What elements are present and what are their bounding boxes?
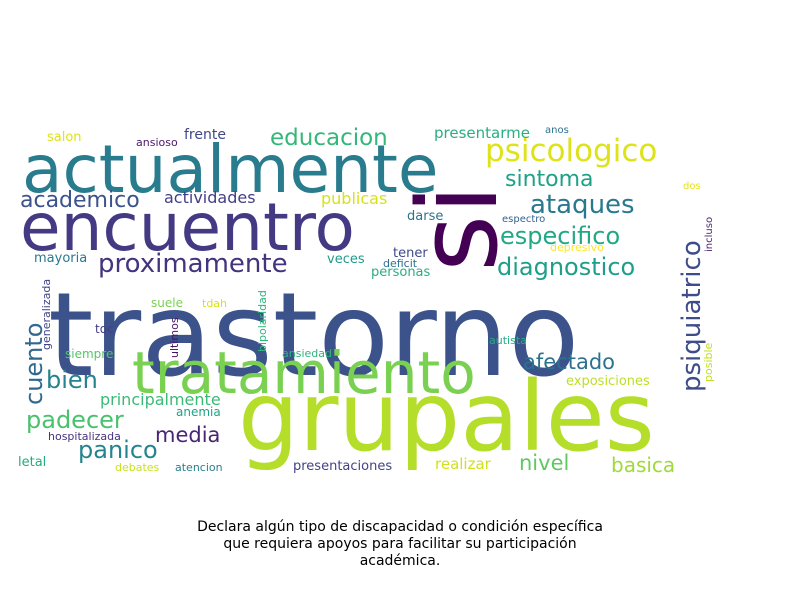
word-publicas: publicas: [321, 189, 387, 208]
word-autista: autista: [489, 334, 527, 347]
word-bipolaridad: bipolaridad: [256, 290, 269, 352]
caption-line-2: que requiera apoyos para facilitar su pa…: [223, 536, 577, 552]
word-padecer: padecer: [26, 406, 124, 434]
word-hospitalizada: hospitalizada: [48, 430, 121, 443]
word-especifico: especifico: [500, 222, 620, 250]
word-debates: debates: [115, 461, 160, 474]
word-ansioso: ansioso: [136, 136, 178, 149]
word-bien: bien: [46, 366, 98, 394]
word-psicologico: psicologico: [485, 133, 657, 169]
word-posible: posible: [702, 342, 715, 382]
caption-line-1: Declara algún tipo de discapacidad o con…: [197, 519, 603, 535]
word-veces: veces: [327, 252, 365, 267]
word-media: media: [155, 423, 220, 447]
word-sintoma: sintoma: [505, 167, 594, 192]
word-si: si: [394, 184, 522, 272]
word-dos: dos: [683, 181, 701, 192]
caption-line-3: académica.: [359, 553, 441, 569]
word-actualmente: actualmente: [22, 131, 438, 208]
word-personas: personas: [371, 265, 431, 280]
word-diagnostico: diagnostico: [497, 253, 635, 281]
word-tener: tener: [393, 246, 428, 261]
word-suele: suele: [151, 296, 183, 310]
word-encuentro: encuentro: [20, 189, 355, 266]
word-atencion: atencion: [175, 461, 223, 474]
word-presentarme: presentarme: [434, 124, 530, 142]
word-actividades: actividades: [164, 188, 256, 207]
word-realizar: realizar: [435, 455, 492, 473]
word-toc: toc: [95, 322, 114, 336]
figure-caption: Declara algún tipo de discapacidad o con…: [150, 519, 650, 570]
word-principalmente: principalmente: [100, 390, 221, 409]
word-espectro: espectro: [502, 214, 545, 225]
word-siempre: siempre: [65, 347, 113, 361]
word-ansiedad: ansiedad: [282, 347, 332, 360]
word-incluso: incluso: [704, 217, 715, 252]
word-exposiciones: exposiciones: [566, 374, 650, 389]
word-anemia: anemia: [176, 405, 221, 419]
word-educacion: educacion: [270, 125, 388, 151]
word-salon: salon: [47, 130, 82, 145]
word-tratamiento: tratamiento: [132, 339, 476, 407]
word-anos: anos: [545, 125, 569, 136]
word-basica: basica: [611, 453, 675, 477]
word-afectado: afectado: [523, 350, 615, 374]
word-grupales: grupales: [238, 361, 655, 473]
word-frente: frente: [184, 127, 226, 143]
word-generalizada: generalizada: [40, 279, 53, 350]
word-cuento: cuento: [20, 323, 48, 405]
word-presentaciones: presentaciones: [293, 459, 392, 474]
word-ataques: ataques: [530, 190, 635, 220]
word-darse: darse: [407, 209, 443, 224]
word-trastorno: trastorno: [48, 268, 579, 403]
word-deficit: deficit: [383, 257, 418, 270]
word-proximamente: proximamente: [98, 249, 288, 279]
word-tdah: tdah: [202, 297, 227, 310]
word-mayoria: mayoria: [34, 251, 87, 266]
word-panico: panico: [78, 436, 158, 464]
word-ultimos: ultimos: [168, 317, 181, 358]
word-depresivo: depresivo: [550, 241, 604, 254]
word-letal: letal: [18, 455, 46, 470]
word-psiquiatrico: psiquiatrico: [677, 240, 707, 392]
word-nivel: nivel: [519, 451, 569, 475]
word-academico: academico: [20, 188, 140, 213]
